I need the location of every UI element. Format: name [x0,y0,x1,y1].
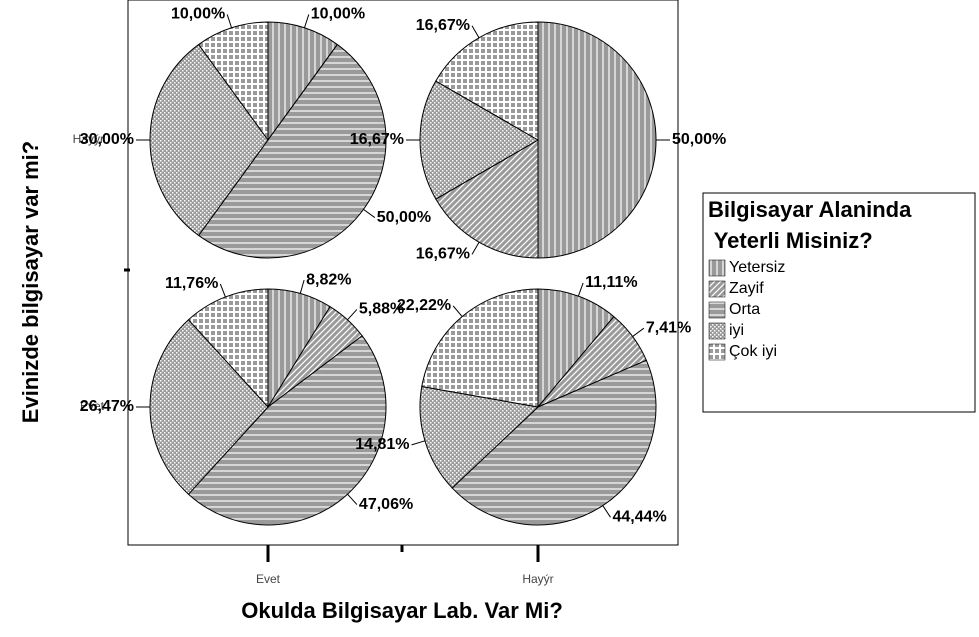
leader-line [226,14,233,28]
value-label: 10,00% [311,6,365,23]
row-label: Evet [80,399,105,413]
leader-line [471,241,480,255]
value-label: 16,67% [416,246,470,263]
value-label: 7,41% [646,319,691,336]
value-label: 14,81% [355,436,409,453]
legend-swatch [708,301,726,319]
value-label: 16,67% [416,17,470,34]
leader-line [347,309,358,321]
legend-title: Yeterli Misiniz? [708,228,873,253]
value-label: 50,00% [672,131,726,148]
pie-slice [149,43,269,237]
value-label: 11,76% [165,275,218,292]
legend-label: Zayif [729,280,764,297]
value-label: 11,11% [585,274,638,291]
legend-title: Bilgisayar Alaninda [708,197,912,222]
leader-line [577,282,584,297]
legend-label: Orta [729,301,760,318]
legend [702,192,976,413]
pie-slice [421,288,539,408]
value-label: 10,00% [171,6,225,23]
column-label: Hayýr [522,572,553,586]
value-label: 8,82% [306,271,351,288]
leader-line [347,493,358,505]
legend-swatch [708,280,726,298]
pie-slice [419,385,540,489]
value-label: 5,88% [359,301,404,318]
value-label: 26,47% [80,398,134,415]
pie-slice [537,288,615,409]
value-label: 22,22% [397,297,451,314]
pie-slice [187,335,387,526]
legend-swatch [708,343,726,361]
column-label: Evet [256,572,281,586]
value-label: 50,00% [377,209,431,226]
value-label: 44,44% [613,509,667,526]
legend-swatch [708,322,726,340]
pie-slice [435,21,539,141]
pie-slice [197,21,269,142]
leader-line [299,279,305,294]
legend-label: Çok iyi [729,343,777,360]
pie-slice [451,359,657,526]
pie-slice [267,21,339,142]
legend-label: iyi [729,322,744,339]
leader-line [303,14,310,28]
value-label: 16,67% [350,131,404,148]
leader-line [363,208,376,218]
leader-line [632,327,645,337]
value-label: 30,00% [80,131,134,148]
x-axis-title: Okulda Bilgisayar Lab. Var Mi? [241,598,563,623]
pie-slice [197,43,387,259]
pie-slice [537,21,657,259]
leader-line [411,440,426,446]
value-label: 47,06% [359,496,413,513]
legend-swatch [708,259,726,277]
leader-line [471,25,480,39]
leader-line [602,505,611,518]
y-axis-title: Evinizde bilgisayar var mi? [18,141,43,423]
pie-slice [419,80,539,200]
legend-label: Yetersiz [729,259,785,276]
leader-line [219,283,226,298]
row-label: Hayýr [73,132,104,146]
leader-line [452,305,463,317]
